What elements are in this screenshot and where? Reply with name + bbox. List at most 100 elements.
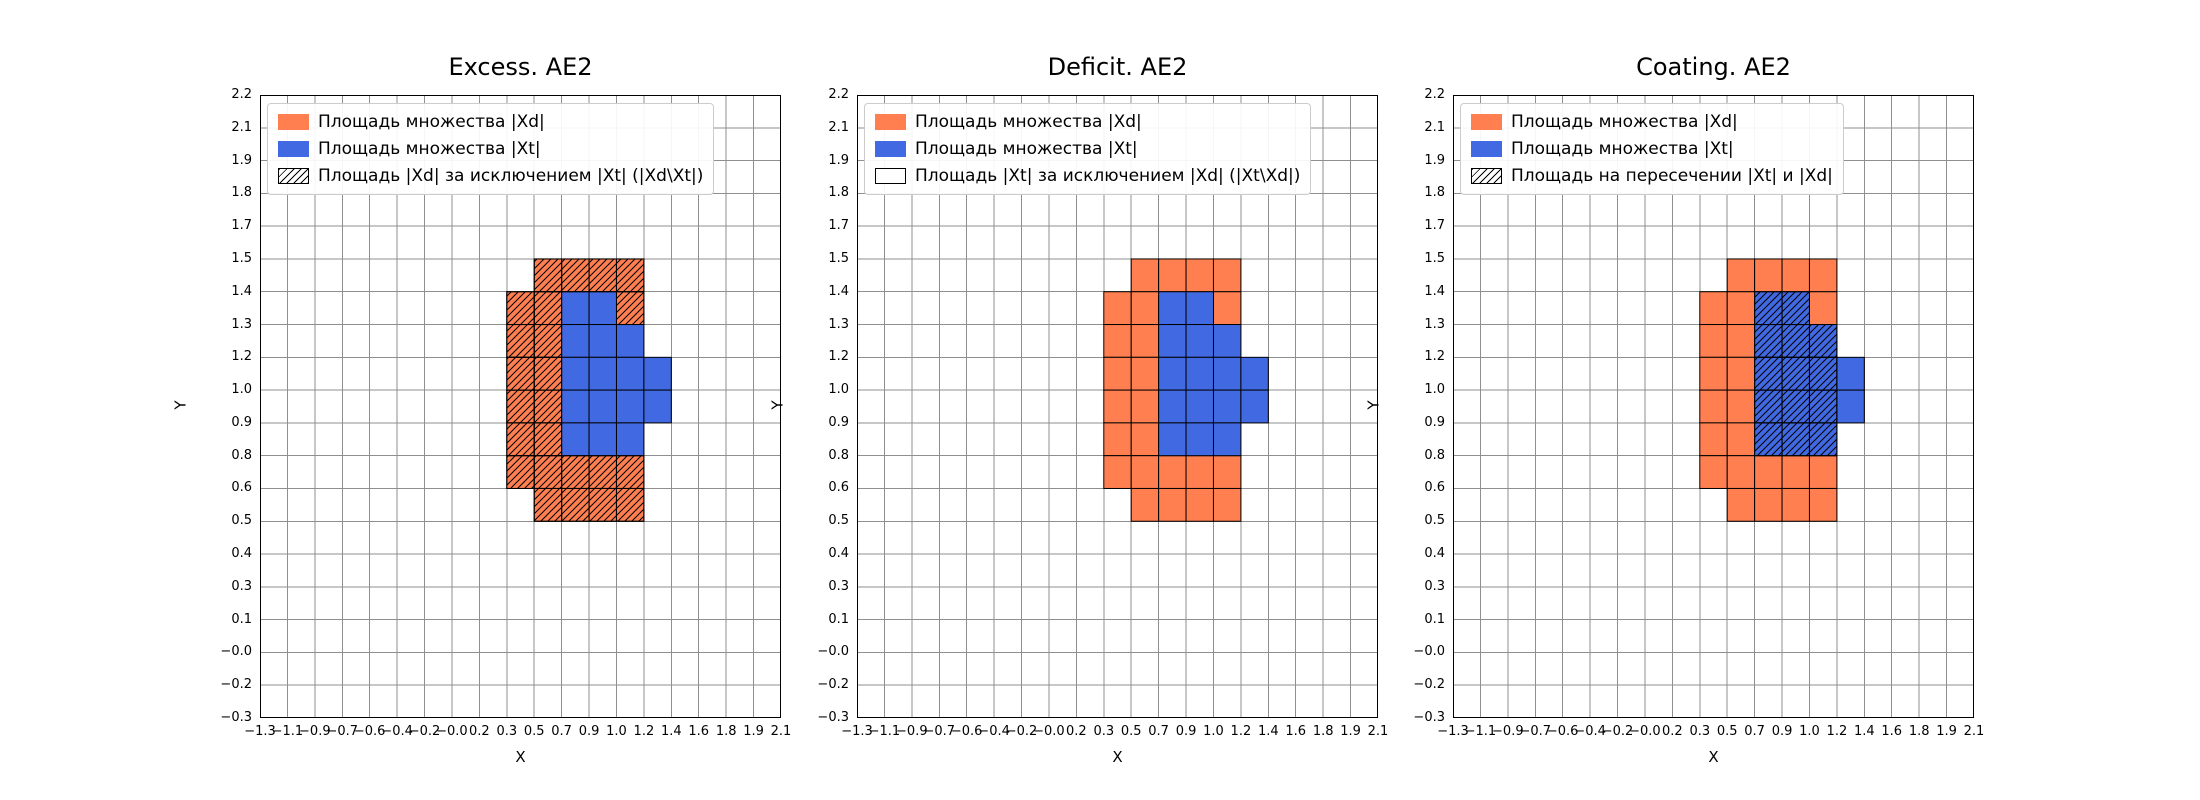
x-tick-label: 0.2 <box>469 724 490 739</box>
axes-border <box>260 95 781 718</box>
cell-xt <box>1185 291 1214 326</box>
legend: Площадь множества |Xd| Площадь множества… <box>267 103 715 195</box>
cell-xd <box>1103 422 1132 457</box>
y-axis-label: Y <box>768 400 787 410</box>
cell-xt <box>1212 356 1242 391</box>
y-tick-label: 1.2 <box>828 349 849 365</box>
plot-title: Coating. AE2 <box>1636 53 1791 81</box>
cell-xd <box>1158 487 1187 522</box>
x-tick-label: 1.2 <box>1230 724 1252 739</box>
cell-xt <box>643 356 672 391</box>
y-tick-label: 0.3 <box>231 578 252 594</box>
y-tick-label: −0.0 <box>1413 644 1445 660</box>
y-tick-label: 0.4 <box>828 546 849 562</box>
cell-hatch-overlay <box>506 389 535 424</box>
cell-hatch-overlay <box>506 455 535 489</box>
cell-xd <box>1699 455 1728 489</box>
axes-border <box>1453 95 1974 718</box>
grid-canvas <box>260 95 781 718</box>
y-tick-label: 1.9 <box>828 152 849 168</box>
x-tick-label: 1.2 <box>1826 724 1848 739</box>
cell-hatch-overlay <box>561 487 590 522</box>
cell-xt <box>643 389 672 424</box>
plot-area: Площадь множества |Xd| Площадь множества… <box>260 95 781 718</box>
x-tick-label: 0.2 <box>1066 724 1087 739</box>
y-tick-label: 1.7 <box>231 218 252 234</box>
y-tick-label: 1.5 <box>828 250 849 266</box>
x-tick-label: 0.7 <box>1744 724 1765 739</box>
x-tick-label: 1.0 <box>1203 724 1224 739</box>
legend-swatch-xd <box>1471 114 1502 130</box>
cell-xd <box>1130 258 1160 293</box>
cell-hatch-overlay <box>615 455 645 489</box>
cell-xd <box>1808 291 1838 326</box>
y-tick-label: 1.4 <box>231 283 252 299</box>
y-tick-label: 0.8 <box>828 447 849 463</box>
y-tick-label: 1.0 <box>828 382 849 398</box>
cell-xt <box>1185 389 1214 424</box>
cell-hatch-overlay <box>1754 324 1783 358</box>
legend-item: Площадь множества |Xd| <box>278 112 703 132</box>
cell-xd <box>1726 487 1756 522</box>
cell-hatch-overlay <box>533 422 563 457</box>
x-tick-label: 1.4 <box>660 724 682 739</box>
grid-canvas <box>857 95 1378 718</box>
cell-xd <box>1754 487 1783 522</box>
cell-xt <box>561 356 590 391</box>
legend-item: Площадь на пересечении |Xt| и |Xd| <box>1471 166 1833 186</box>
legend-label: Площадь множества |Xd| <box>915 112 1142 132</box>
x-tick-label: 0.9 <box>1771 724 1793 739</box>
x-tick-label: 1.9 <box>1340 724 1361 739</box>
x-tick-label: 1.2 <box>633 724 655 739</box>
x-tick-label: 1.9 <box>1936 724 1957 739</box>
y-tick-label: 1.7 <box>828 218 849 234</box>
cell-hatch-overlay <box>588 258 617 293</box>
cell-xd <box>1699 291 1728 326</box>
cell-xt <box>588 324 617 358</box>
y-tick-label: 0.9 <box>231 414 252 430</box>
cell-hatch-overlay <box>1808 356 1838 391</box>
cell-xd <box>1726 258 1756 293</box>
x-tick-label: −1.3 <box>1437 724 1469 739</box>
y-tick-label: 0.8 <box>231 447 252 463</box>
cell-xd <box>1699 422 1728 457</box>
y-tick-label: 1.3 <box>1424 316 1445 332</box>
y-tick-label: 1.5 <box>1424 250 1445 266</box>
x-tick-label: −0.0 <box>436 724 468 739</box>
y-tick-label: −0.2 <box>817 677 849 693</box>
x-tick-label: −1.1 <box>868 724 901 739</box>
x-tick-label: 0.7 <box>1148 724 1169 739</box>
cell-xt <box>1158 422 1187 457</box>
x-tick-label: −0.0 <box>1629 724 1661 739</box>
y-tick-label: 0.5 <box>1424 513 1445 529</box>
y-tick-label: 2.1 <box>231 119 252 135</box>
cell-hatch-overlay <box>533 356 563 391</box>
cell-xd <box>1754 258 1783 293</box>
y-tick-label: −0.0 <box>220 644 252 660</box>
y-tick-label: 1.0 <box>1424 382 1445 398</box>
cell-xt <box>561 389 590 424</box>
cell-xd <box>1781 455 1810 489</box>
subplot-coating: Coating. AE2 Y X Площадь множества |Xd| … <box>1343 40 2088 795</box>
cell-xd <box>1103 389 1132 424</box>
cell-xd <box>1726 291 1756 326</box>
cell-hatch-overlay <box>533 389 563 424</box>
x-axis-label: X <box>1112 748 1123 766</box>
cell-xt <box>1158 356 1187 391</box>
cell-xd <box>1212 455 1242 489</box>
cell-hatch-overlay <box>533 258 563 293</box>
legend-swatch-xt <box>278 141 309 157</box>
x-tick-label: 1.8 <box>1908 724 1930 739</box>
cell-hatch-overlay <box>1754 389 1783 424</box>
cell-xd <box>1754 455 1783 489</box>
cell-xd <box>1130 389 1160 424</box>
y-tick-label: 1.5 <box>231 250 252 266</box>
axes-border <box>857 95 1378 718</box>
y-tick-label: 2.2 <box>1424 87 1445 102</box>
cell-xd <box>1103 356 1132 391</box>
x-tick-label: 1.6 <box>1285 724 1307 739</box>
legend-label: Площадь на пересечении |Xt| и |Xd| <box>1511 166 1833 186</box>
x-tick-label: −0.9 <box>299 724 331 739</box>
cell-xt <box>615 324 645 358</box>
legend-label: Площадь множества |Xt| <box>1511 139 1734 159</box>
